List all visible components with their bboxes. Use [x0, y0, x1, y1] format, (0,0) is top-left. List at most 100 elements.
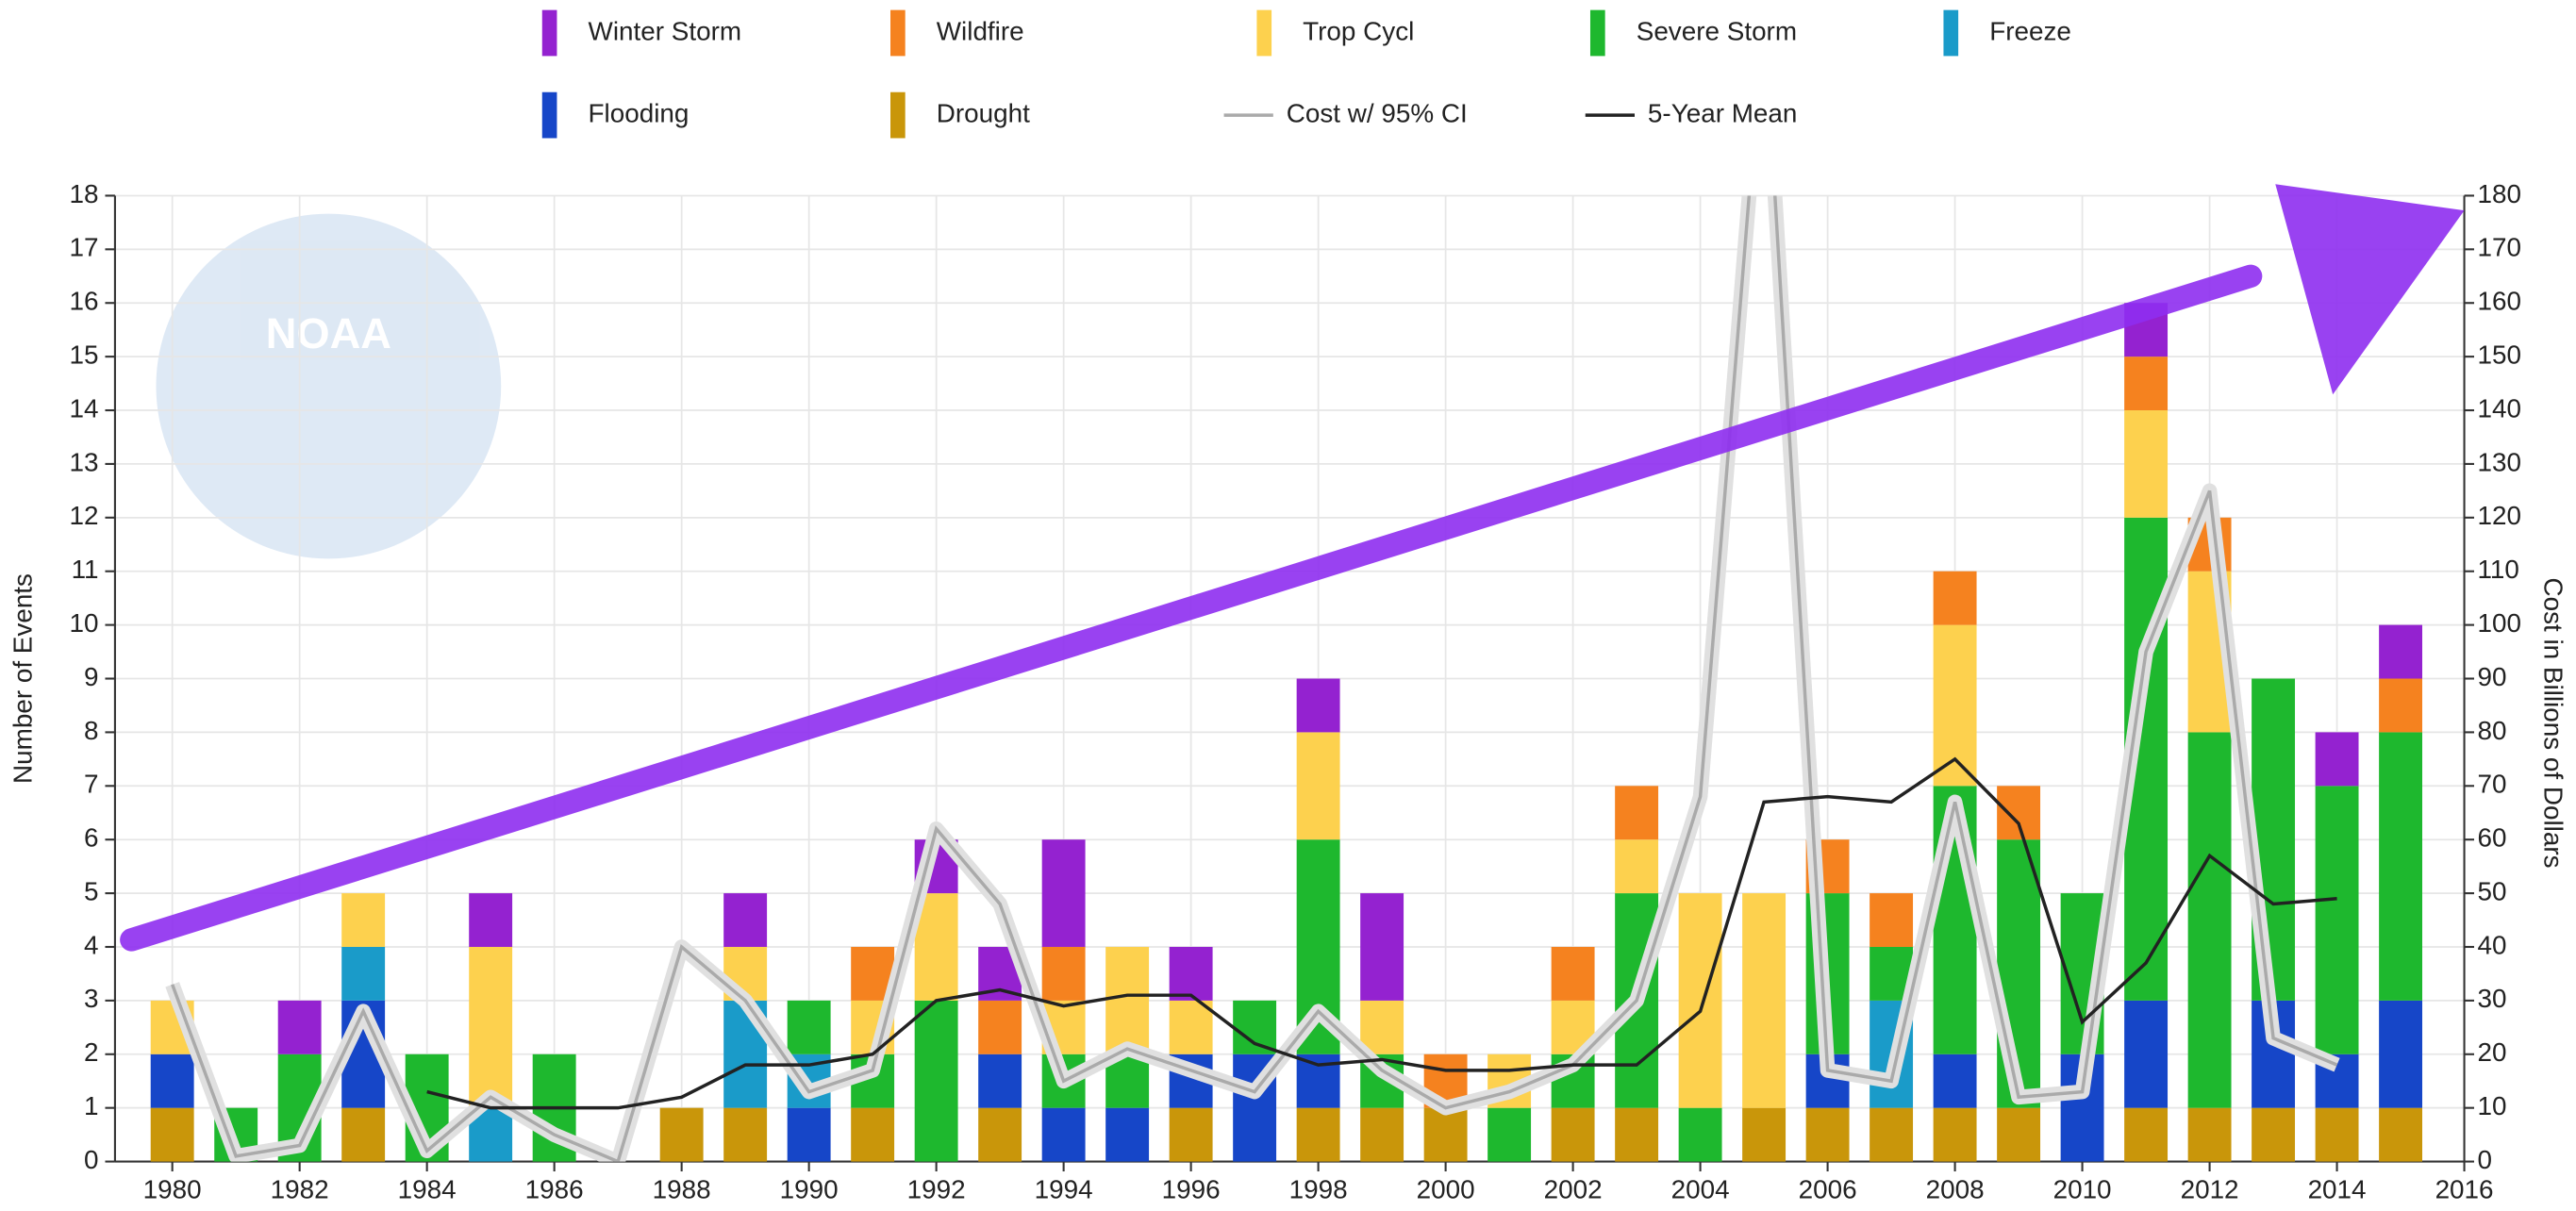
- legend-label: Drought: [937, 98, 1030, 127]
- bar-segment: [1360, 1107, 1404, 1162]
- y2-tick-label: 140: [2477, 393, 2520, 423]
- bar-segment: [1296, 732, 1340, 840]
- x-tick-label: 2000: [1417, 1174, 1475, 1203]
- x-tick-label: 1982: [271, 1174, 329, 1203]
- y2-tick-label: 80: [2477, 716, 2506, 745]
- y-tick-label: 14: [70, 393, 99, 423]
- bar-segment: [1041, 946, 1086, 1001]
- bar-segment: [1105, 946, 1150, 1054]
- bar-segment: [1870, 893, 1914, 947]
- bar-segment: [2379, 678, 2423, 733]
- bar-segment: [1041, 1107, 1086, 1162]
- y2-tick-label: 40: [2477, 930, 2506, 959]
- plot-layer: 0123456789101112131415161718010203040506…: [70, 179, 2521, 1203]
- y-tick-label: 15: [70, 340, 99, 369]
- bar-segment: [1169, 946, 1213, 1001]
- y-tick-label: 4: [84, 930, 98, 959]
- bar-segment: [2379, 624, 2423, 679]
- bar-segment: [1615, 786, 1659, 840]
- bar-segment: [1105, 1107, 1150, 1162]
- legend-label: 5-Year Mean: [1648, 98, 1798, 127]
- x-tick-label: 1984: [398, 1174, 457, 1203]
- watermark: NOAA: [156, 213, 502, 559]
- y2-tick-label: 110: [2477, 555, 2518, 584]
- bar-segment: [2379, 1107, 2423, 1162]
- line-series: [426, 756, 2337, 1110]
- bar-segment: [1678, 893, 1722, 1108]
- x-tick-label: 2016: [2435, 1174, 2494, 1203]
- bar-segment: [787, 1000, 831, 1054]
- bar-segment: [1615, 839, 1659, 894]
- bar-segment: [1678, 1107, 1722, 1162]
- bar-segment: [1933, 1107, 1977, 1162]
- bar-segment: [1742, 1107, 1787, 1162]
- bar-segment: [978, 1053, 1022, 1108]
- bar-segment: [1933, 1053, 1977, 1108]
- bar-segment: [914, 1000, 958, 1162]
- legend-label: Wildfire: [937, 16, 1024, 45]
- y2-tick-label: 100: [2477, 608, 2520, 638]
- x-tick-label: 2010: [2053, 1174, 2112, 1203]
- y2-tick-label: 70: [2477, 770, 2506, 799]
- y2-tick-label: 120: [2477, 501, 2520, 530]
- y-tick-label: 10: [70, 608, 99, 638]
- x-tick-label: 1992: [907, 1174, 966, 1203]
- x-tick-label: 2002: [1544, 1174, 1603, 1203]
- x-tick-label: 1996: [1162, 1174, 1221, 1203]
- bar-segment: [2187, 1107, 2232, 1162]
- bar-segment: [2124, 1107, 2169, 1162]
- bar-segment: [2379, 732, 2423, 1001]
- x-tick-label: 2012: [2181, 1174, 2239, 1203]
- x-tick-label: 1980: [143, 1174, 202, 1203]
- bar-segment: [1360, 893, 1404, 1001]
- y2-tick-label: 30: [2477, 984, 2506, 1013]
- y-tick-label: 5: [84, 876, 98, 905]
- y-axis-label: Number of Events: [8, 573, 37, 784]
- bar-segment: [1296, 1107, 1340, 1162]
- bar-segment: [2315, 732, 2359, 787]
- y2-axis-label: Cost in Billions of Dollars: [2539, 577, 2568, 868]
- y2-tick-label: 90: [2477, 662, 2506, 691]
- bar-segment: [150, 1107, 194, 1162]
- legend-swatch: [890, 91, 906, 139]
- watermark-circle: [156, 213, 502, 559]
- bar-segment: [1933, 624, 1977, 787]
- x-tick-label: 2008: [1926, 1174, 1985, 1203]
- bar-segment: [1169, 1107, 1213, 1162]
- bar-segment: [341, 1107, 386, 1162]
- watermark-text: NOAA: [266, 309, 391, 357]
- bar-segment: [1423, 1107, 1468, 1162]
- y2-tick-label: 160: [2477, 287, 2520, 316]
- legend-swatch: [890, 9, 906, 57]
- y-tick-label: 6: [84, 823, 98, 853]
- bar-segment: [2187, 732, 2232, 1108]
- x-tick-label: 1986: [525, 1174, 584, 1203]
- legend-label: Winter Storm: [589, 16, 742, 45]
- y-tick-label: 1: [84, 1091, 98, 1120]
- x-tick-label: 2004: [1671, 1174, 1730, 1203]
- bar-segment: [2379, 1000, 2423, 1108]
- legend-label: Trop Cycl: [1303, 16, 1414, 45]
- bar-segment: [1933, 571, 1977, 625]
- y-tick-label: 17: [70, 233, 99, 262]
- bar-segment: [469, 893, 513, 947]
- y-tick-label: 18: [70, 179, 99, 208]
- y-tick-label: 2: [84, 1037, 98, 1067]
- y2-tick-label: 170: [2477, 233, 2520, 262]
- y-tick-label: 13: [70, 447, 99, 476]
- legend-label: Severe Storm: [1637, 16, 1797, 45]
- bar-segment: [1360, 1000, 1404, 1054]
- y-tick-label: 9: [84, 662, 98, 691]
- legend-label: Flooding: [589, 98, 690, 127]
- legend-label: Freeze: [1989, 16, 2071, 45]
- bar-segment: [723, 1107, 768, 1162]
- bar-segment: [851, 1107, 895, 1162]
- bar-segment: [1551, 946, 1595, 1001]
- legend-swatch: [1589, 9, 1605, 57]
- y2-tick-label: 0: [2477, 1145, 2491, 1174]
- y-tick-label: 11: [72, 555, 99, 584]
- bar-segment: [2124, 410, 2169, 518]
- bar-segment: [277, 1000, 322, 1054]
- x-tick-label: 1990: [780, 1174, 839, 1203]
